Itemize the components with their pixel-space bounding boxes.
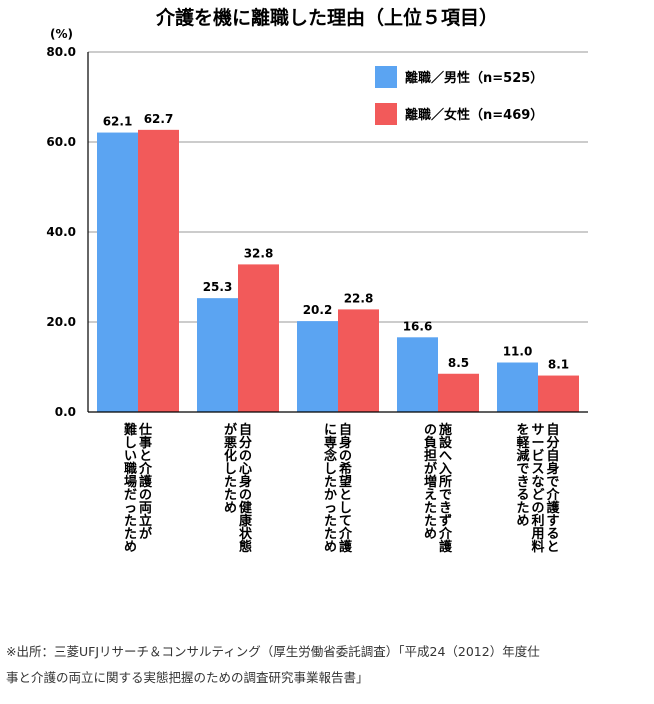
bar-chart: 介護を機に離職した理由（上位５項目） (%) 0.0 20.0 40.0 60.0 80… <box>46 6 588 555</box>
y-tick-label: 60.0 <box>46 135 76 149</box>
bars <box>97 129 579 413</box>
bar <box>397 337 438 412</box>
data-label: 20.2 <box>303 303 333 317</box>
category-label: 自身の希望として介護 <box>338 422 353 555</box>
bar <box>438 373 479 412</box>
bar <box>338 309 379 412</box>
category-label: が悪化したため <box>224 422 237 516</box>
category-label: 難しい職場だったため <box>124 422 137 555</box>
y-axis-ticks: 0.0 20.0 40.0 60.0 80.0 <box>46 45 76 419</box>
category-label: を軽減できるため <box>516 423 530 529</box>
data-label: 62.1 <box>103 115 133 129</box>
data-labels: 62.1 62.7 25.3 32.8 20.2 22.8 16.6 8.5 11.0 8.1 <box>103 112 569 372</box>
data-label: 62.7 <box>144 112 174 126</box>
data-label: 8.5 <box>448 356 469 370</box>
bar <box>538 375 579 412</box>
source-note: ※出所：三菱UFJリサーチ＆コンサルティング（厚生労働省委託調査）「平成24（2… <box>6 639 646 691</box>
legend-label: 離職／女性（n=469） <box>405 107 543 123</box>
bar <box>297 321 338 412</box>
bar <box>197 298 238 412</box>
data-label: 22.8 <box>344 291 374 305</box>
y-tick-label: 0.0 <box>55 405 76 419</box>
legend-swatch <box>375 66 397 88</box>
category-label: 自分の心身の健康状態 <box>239 422 253 555</box>
category-label: に専念したかったため <box>324 423 337 555</box>
data-label: 32.8 <box>244 246 274 260</box>
y-tick-label: 80.0 <box>46 45 76 59</box>
bar <box>497 362 538 412</box>
source-note-line-1: ※出所：三菱UFJリサーチ＆コンサルティング（厚生労働省委託調査）「平成24（2… <box>6 644 540 659</box>
data-label: 11.0 <box>503 345 533 359</box>
legend-swatch <box>375 103 397 125</box>
chart-title: 介護を機に離職した理由（上位５項目） <box>155 6 498 29</box>
y-axis-unit-label: (%) <box>50 27 73 41</box>
source-note-line-2: 事と介護の両立に関する実態把握のための調査研究事業報告書」 <box>6 670 369 685</box>
y-tick-label: 40.0 <box>46 225 76 239</box>
y-tick-label: 20.0 <box>46 315 76 329</box>
category-label: サービスなどの利用料 <box>530 423 544 555</box>
category-label: 自分自身で介護すると <box>545 422 560 555</box>
category-label: 施設へ入所できず介護 <box>438 422 453 555</box>
category-label: の負担が増えたため <box>424 423 437 542</box>
bar <box>238 264 279 412</box>
data-label: 8.1 <box>548 358 569 372</box>
data-label: 16.6 <box>403 319 433 333</box>
bar <box>97 132 138 413</box>
category-label: 仕事と介護の両立が <box>138 422 153 542</box>
legend: 離職／男性（n=525） 離職／女性（n=469） <box>375 66 543 125</box>
legend-label: 離職／男性（n=525） <box>405 70 543 86</box>
axes <box>87 52 588 413</box>
data-label: 25.3 <box>203 280 233 294</box>
bar <box>138 129 179 412</box>
